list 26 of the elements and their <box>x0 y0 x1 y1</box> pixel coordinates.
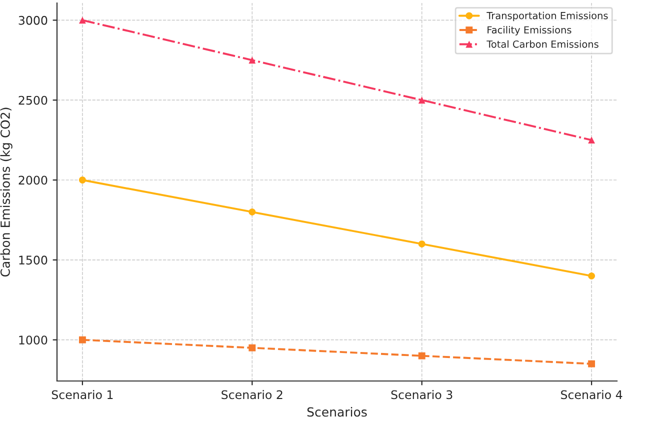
point <box>248 344 256 352</box>
x-tick-label: Scenario 4 <box>561 390 622 400</box>
point <box>78 16 86 24</box>
y-tick-label: 1500 <box>19 256 48 265</box>
point <box>418 96 426 104</box>
point <box>588 136 596 144</box>
legend-label: Transportation Emissions <box>486 12 608 22</box>
x-tick-label: Scenario 2 <box>222 390 282 400</box>
x-tick-label: Scenario 1 <box>52 390 113 400</box>
x-axis-title: Scenarios <box>307 407 367 417</box>
y-axis-title: Carbon Emissions (kg CO2) <box>0 108 12 277</box>
legend-label: Facility Emissions <box>488 26 572 36</box>
point <box>248 56 256 64</box>
y-tick-label: 1000 <box>19 336 48 344</box>
legend-label: Total Carbon Emissions <box>486 40 598 48</box>
y-tick-label: 2500 <box>18 96 48 105</box>
point <box>418 352 426 360</box>
point <box>78 176 86 184</box>
point <box>588 272 596 280</box>
x-tick-label: Scenario 3 <box>391 390 452 400</box>
point <box>248 208 256 216</box>
point <box>78 336 86 344</box>
y-tick-label: 3000 <box>18 16 48 25</box>
y-tick-label: 2000 <box>18 176 48 185</box>
point <box>588 360 596 368</box>
point <box>418 240 426 248</box>
